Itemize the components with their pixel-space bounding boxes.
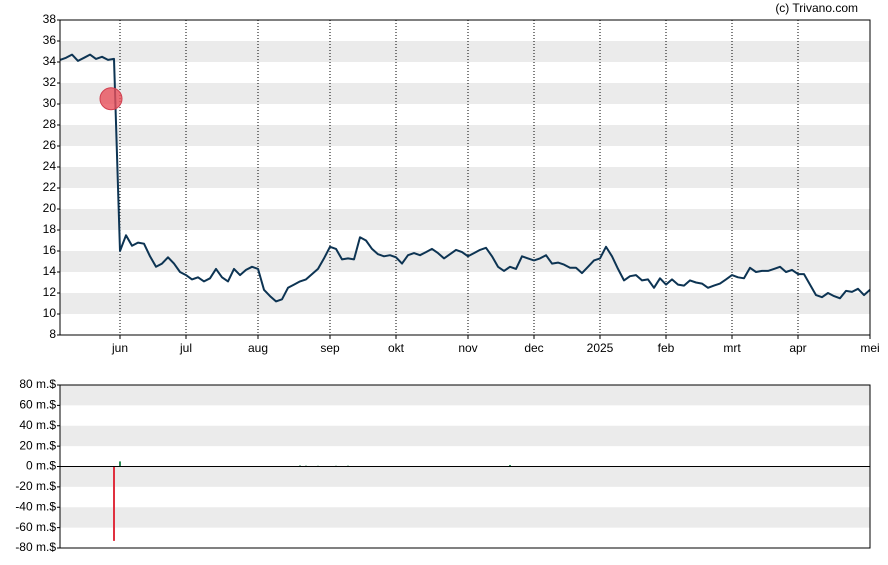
grid-band bbox=[60, 466, 870, 487]
grid-band bbox=[60, 83, 870, 104]
bar bbox=[299, 465, 301, 467]
y-tick-label: 20 bbox=[43, 201, 57, 215]
x-tick-label: sep bbox=[320, 341, 340, 355]
x-tick-label: dec bbox=[524, 341, 543, 355]
y-tick-label: 40 m.$ bbox=[19, 418, 56, 432]
y-tick-label: -20 m.$ bbox=[15, 479, 56, 493]
y-tick-label: 8 bbox=[49, 327, 56, 341]
grid-band bbox=[60, 293, 870, 314]
bar bbox=[113, 466, 115, 541]
plot-border bbox=[59, 384, 871, 549]
y-tick-label: -40 m.$ bbox=[15, 499, 56, 513]
grid-band bbox=[60, 425, 870, 447]
y-tick-label: 16 bbox=[43, 243, 57, 257]
y-tick-label: 60 m.$ bbox=[19, 398, 56, 412]
y-tick-label: 26 bbox=[43, 138, 57, 152]
x-tick-label: mrt bbox=[723, 341, 741, 355]
y-tick-label: 18 bbox=[43, 222, 57, 236]
grid-band bbox=[60, 209, 870, 230]
plot-border bbox=[59, 19, 871, 336]
y-tick-label: 36 bbox=[43, 33, 57, 47]
x-tick-label: nov bbox=[458, 341, 477, 355]
grid-band bbox=[60, 507, 870, 528]
y-tick-label: -80 m.$ bbox=[15, 540, 56, 554]
y-tick-label: 30 bbox=[43, 96, 57, 110]
x-tick-label: apr bbox=[789, 341, 806, 355]
bar bbox=[119, 461, 121, 467]
y-tick-label: 0 m.$ bbox=[26, 459, 56, 473]
event-marker bbox=[99, 87, 123, 111]
x-tick-label: feb bbox=[658, 341, 675, 355]
x-tick-label: jul bbox=[179, 341, 192, 355]
y-tick-label: 80 m.$ bbox=[19, 377, 56, 391]
x-tick-label: okt bbox=[388, 341, 405, 355]
y-tick-label: 14 bbox=[43, 264, 57, 278]
grid-band bbox=[60, 167, 870, 188]
y-tick-label: 24 bbox=[43, 159, 57, 173]
x-tick-label: jun bbox=[111, 341, 128, 355]
y-tick-label: 34 bbox=[43, 54, 57, 68]
grid-band bbox=[60, 251, 870, 272]
grid-band bbox=[60, 125, 870, 146]
y-tick-label: 10 bbox=[43, 306, 57, 320]
y-tick-label: 22 bbox=[43, 180, 57, 194]
price-line bbox=[59, 53, 871, 303]
y-tick-label: 38 bbox=[43, 12, 57, 26]
bar bbox=[509, 464, 511, 467]
y-tick-label: 28 bbox=[43, 117, 57, 131]
x-tick-label: aug bbox=[248, 341, 268, 355]
grid-band bbox=[60, 41, 870, 62]
y-tick-label: 20 m.$ bbox=[19, 438, 56, 452]
x-tick-label: 2025 bbox=[587, 341, 614, 355]
y-tick-label: 12 bbox=[43, 285, 57, 299]
y-tick-label: 32 bbox=[43, 75, 57, 89]
grid-band bbox=[60, 385, 870, 406]
x-tick-label: mei bbox=[860, 341, 879, 355]
source: (c) Trivano.com bbox=[775, 1, 858, 15]
y-tick-label: -60 m.$ bbox=[15, 520, 56, 534]
